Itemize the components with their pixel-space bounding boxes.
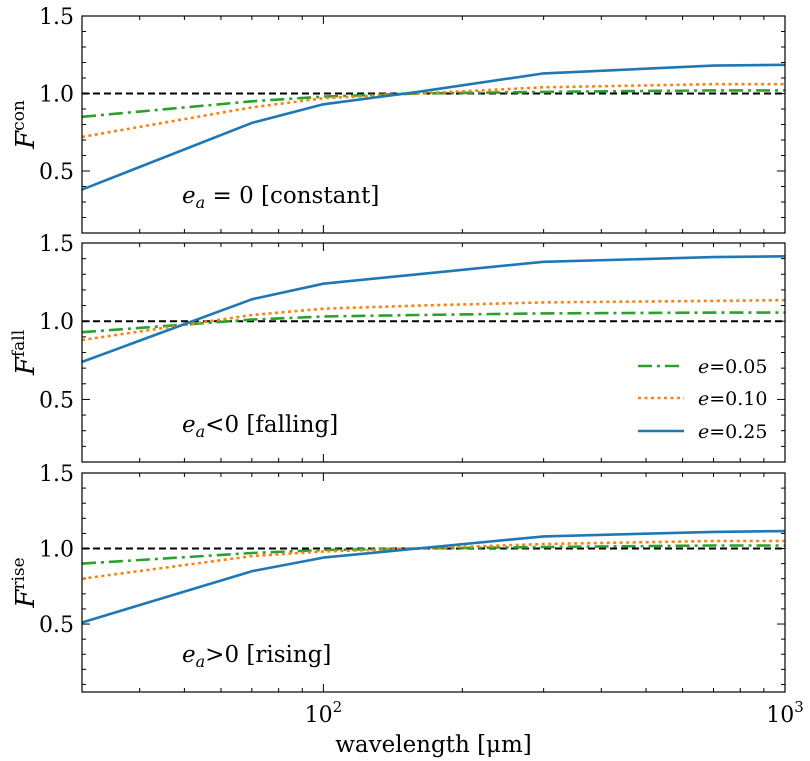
annotation-var: e — [182, 642, 196, 668]
y-label-superscript: con — [9, 100, 29, 131]
legend-label-e025: e=0.25 — [698, 421, 767, 443]
y-tick-label: 1.5 — [39, 5, 74, 30]
annotation-text: = 0 [constant] — [205, 183, 379, 209]
annotation-sub: a — [196, 193, 206, 212]
y-label-base: F — [11, 130, 41, 150]
legend-var: e — [698, 356, 709, 378]
x-tick-exponent: 3 — [794, 698, 804, 716]
series-line-e025 — [82, 529, 785, 624]
annotation-sub: a — [196, 652, 206, 671]
legend: e=0.05e=0.10e=0.25 — [638, 356, 767, 443]
series-line-e005 — [82, 311, 785, 334]
x-tick-exponent: 2 — [333, 698, 343, 716]
x-tick-base: 10 — [305, 703, 333, 728]
y-label-superscript: fall — [9, 330, 29, 357]
legend-value: =0.25 — [709, 421, 767, 443]
annotation-var: e — [182, 183, 196, 209]
legend-var: e — [698, 421, 709, 443]
x-tick-label: 102 — [305, 698, 343, 728]
plot-frame — [81, 242, 786, 463]
series-line-e010 — [82, 539, 785, 580]
y-tick-label: 0.5 — [39, 613, 74, 638]
y-axis-label: Ffall — [9, 330, 41, 376]
legend-label-e010: e=0.10 — [698, 388, 767, 410]
series-line-e010 — [82, 298, 785, 342]
panel-con: 0.5 1.0 1.5 Fcon ea = 0 [constant] — [9, 5, 786, 234]
panel-annotation: ea<0 [falling] — [182, 412, 338, 441]
x-axis-label: wavelength [μm] — [335, 732, 532, 758]
y-label-base: F — [11, 356, 41, 376]
y-axis-label: Frise — [9, 557, 41, 608]
y-label-base: F — [11, 589, 41, 609]
y-tick-label: 1.0 — [39, 538, 74, 563]
x-tick-base: 10 — [766, 703, 794, 728]
y-axis-label: Fcon — [9, 100, 41, 150]
y-tick-label: 1.5 — [39, 462, 74, 487]
plot-frame — [81, 472, 786, 693]
annotation-var: e — [182, 412, 196, 438]
panel-annotation: ea = 0 [constant] — [182, 183, 379, 212]
series-line-e010 — [82, 82, 785, 139]
legend-value: =0.05 — [709, 356, 767, 378]
series-line-e025 — [82, 63, 785, 191]
y-tick-label: 1.0 — [39, 310, 74, 335]
x-tick-label: 103 — [766, 698, 804, 728]
y-label-superscript: rise — [9, 557, 29, 589]
legend-label-e005: e=0.05 — [698, 356, 767, 378]
y-tick-label: 0.5 — [39, 388, 74, 413]
legend-var: e — [698, 388, 709, 410]
y-tick-label: 0.5 — [39, 160, 74, 185]
x-ticks-con — [81, 16, 786, 233]
annotation-text: <0 [falling] — [205, 412, 338, 438]
panel-annotation: ea>0 [rising] — [182, 642, 331, 671]
series-line-e025 — [82, 255, 785, 364]
annotation-text: >0 [rising] — [205, 642, 331, 668]
y-tick-label: 1.0 — [39, 83, 74, 108]
annotation-sub: a — [196, 422, 206, 441]
legend-value: =0.10 — [709, 388, 767, 410]
y-tick-label: 1.5 — [39, 232, 74, 257]
plot-frame — [81, 15, 786, 234]
